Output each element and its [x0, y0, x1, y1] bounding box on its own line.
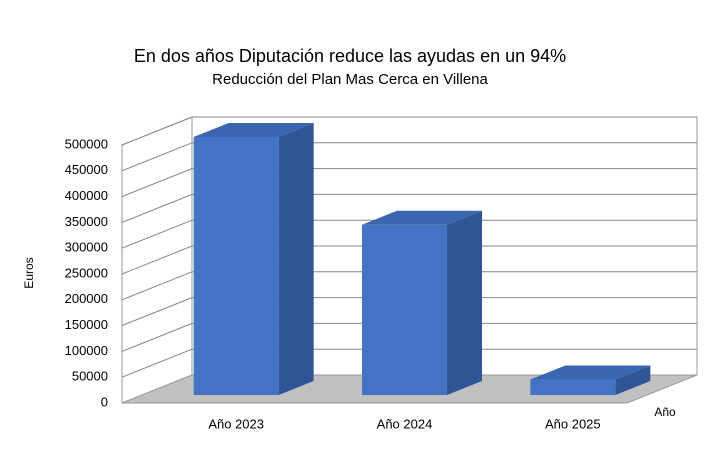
- grid-line: [121, 142, 193, 172]
- grid-line: [121, 245, 193, 275]
- grid-line: [121, 271, 193, 301]
- grid-line: [121, 348, 193, 378]
- y-tick-label: 400000: [65, 188, 108, 203]
- grid-line: [121, 193, 193, 223]
- bar-side: [278, 123, 314, 395]
- grid-line: [121, 322, 193, 352]
- y-axis-label: Euros: [22, 257, 36, 288]
- x-tick-label: Año 2025: [545, 416, 601, 431]
- x-axis-label: Año: [654, 405, 676, 419]
- y-tick-label: 50000: [72, 369, 108, 384]
- y-tick-label: 100000: [65, 343, 108, 358]
- y-tick-label: 250000: [65, 265, 108, 280]
- y-tick-label: 300000: [65, 240, 108, 255]
- bar-top: [193, 123, 314, 137]
- bar: [530, 379, 616, 395]
- bar-top: [530, 365, 651, 380]
- bar-side: [447, 210, 482, 395]
- bar: [362, 224, 447, 395]
- chart-subtitle: Reducción del Plan Mas Cerca en Villena: [212, 71, 488, 88]
- y-tick-label: 200000: [65, 291, 108, 306]
- x-tick-label: Año 2024: [377, 416, 433, 431]
- grid-line: [121, 297, 193, 327]
- y-tick-label: 0: [101, 394, 108, 409]
- bar-top: [362, 210, 482, 225]
- grid-line: [121, 168, 193, 198]
- bar-side: [615, 365, 651, 395]
- y-tick-label: 350000: [65, 214, 108, 229]
- chart-title: En dos años Diputación reduce las ayudas…: [134, 46, 566, 66]
- y-tick-label: 500000: [65, 136, 108, 151]
- grid-line: [121, 219, 193, 249]
- y-tick-label: 150000: [65, 317, 108, 332]
- x-tick-label: Año 2023: [208, 416, 264, 431]
- bar: [193, 137, 279, 395]
- grid-line: [121, 116, 193, 146]
- y-tick-label: 450000: [65, 162, 108, 177]
